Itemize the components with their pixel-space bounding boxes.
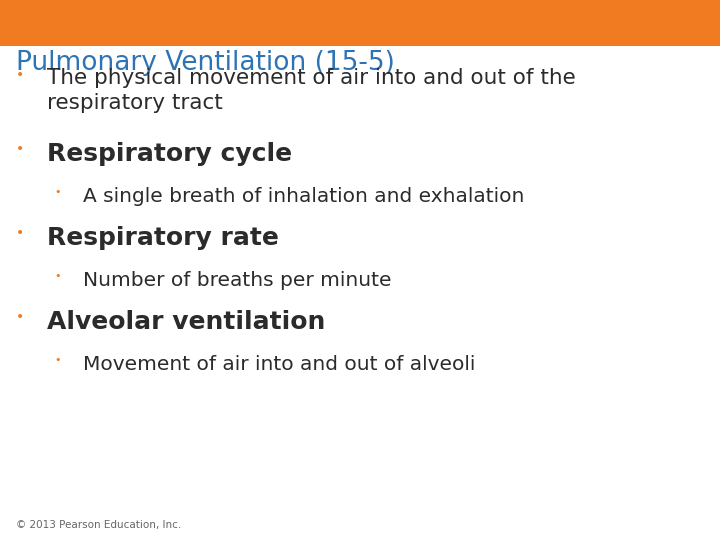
Text: Pulmonary Ventilation (15-5): Pulmonary Ventilation (15-5) bbox=[16, 50, 395, 76]
Text: •: • bbox=[54, 187, 60, 197]
Text: Respiratory cycle: Respiratory cycle bbox=[47, 142, 292, 166]
Text: Number of breaths per minute: Number of breaths per minute bbox=[83, 271, 391, 291]
Text: •: • bbox=[54, 271, 60, 281]
Text: •: • bbox=[16, 142, 24, 156]
Text: A single breath of inhalation and exhalation: A single breath of inhalation and exhala… bbox=[83, 187, 524, 206]
Text: The physical movement of air into and out of the
respiratory tract: The physical movement of air into and ou… bbox=[47, 68, 575, 113]
Bar bbox=[0, 0, 720, 46]
Text: Alveolar ventilation: Alveolar ventilation bbox=[47, 310, 325, 334]
Text: •: • bbox=[16, 226, 24, 240]
Text: •: • bbox=[16, 68, 24, 82]
Text: •: • bbox=[16, 310, 24, 324]
Text: © 2013 Pearson Education, Inc.: © 2013 Pearson Education, Inc. bbox=[16, 520, 181, 530]
Text: Respiratory rate: Respiratory rate bbox=[47, 226, 279, 250]
Text: Movement of air into and out of alveoli: Movement of air into and out of alveoli bbox=[83, 355, 475, 374]
Text: •: • bbox=[54, 355, 60, 366]
